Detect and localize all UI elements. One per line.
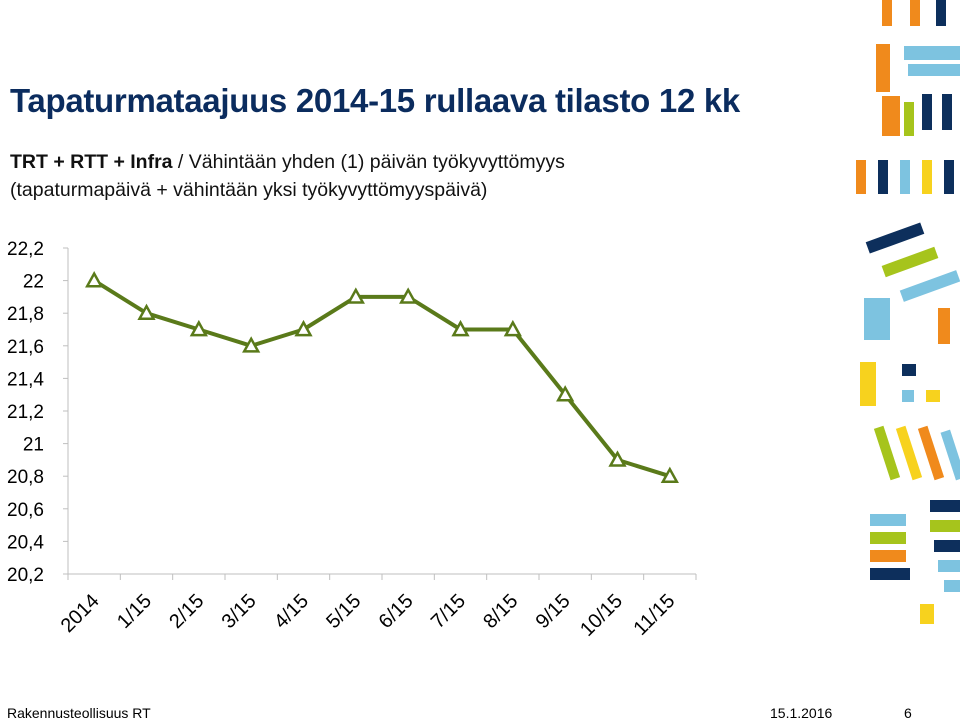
y-tick-label: 20,4 — [7, 532, 44, 553]
subtitle-definition: / Vähintään yhden (1) päivän työkyvyttöm… — [172, 151, 565, 173]
decor-shape — [870, 514, 906, 526]
decor-shape — [876, 44, 890, 92]
decor-shape — [882, 0, 892, 26]
decor-shape — [870, 532, 906, 544]
data-point-marker — [660, 466, 679, 484]
decor-shape — [895, 425, 923, 481]
subtitle-line2: (tapaturmapäivä + vähintään yksi työkyvy… — [10, 179, 488, 201]
data-point-marker — [346, 287, 365, 304]
y-tick-label: 21 — [23, 435, 44, 456]
decor-shape — [878, 160, 888, 194]
decor-shape — [934, 540, 960, 552]
y-tick-label: 20,2 — [7, 565, 44, 586]
x-tick-label: 6/15 — [375, 590, 418, 633]
decor-shape — [860, 362, 876, 406]
data-point-marker — [556, 385, 575, 402]
decor-shape — [856, 160, 866, 194]
decor-shape — [922, 94, 932, 130]
data-point-marker — [137, 303, 156, 321]
decor-shape — [930, 520, 960, 532]
decor-shape — [920, 604, 934, 624]
decor-shape — [910, 0, 920, 26]
decor-shape — [917, 425, 945, 481]
page-number: 6 — [904, 705, 912, 721]
decor-shape — [899, 270, 960, 302]
x-tick-label: 2/15 — [165, 590, 208, 633]
decor-shape — [936, 0, 946, 26]
x-tick-label: 9/15 — [532, 590, 575, 633]
x-tick-label: 11/15 — [629, 590, 679, 640]
x-tick-label: 5/15 — [322, 590, 365, 633]
data-point-marker — [189, 319, 208, 337]
line-chart: 22,2 22 21,8 21,6 21,4 21,2 21 20,8 20,6 20,4 20,2… — [7, 239, 697, 641]
decor-shape — [908, 64, 960, 76]
decor-shape — [881, 246, 939, 278]
y-tick-label: 22,2 — [7, 239, 44, 260]
data-point-marker — [85, 271, 104, 288]
decor-shape — [865, 222, 925, 254]
y-tick-label: 22 — [23, 272, 44, 293]
y-tick-label: 21,6 — [7, 337, 44, 358]
data-point-marker — [242, 336, 261, 353]
decor-shape — [942, 94, 952, 130]
y-tick-label: 21,8 — [7, 304, 44, 325]
decor-shape — [870, 550, 906, 562]
decor-shape — [926, 390, 940, 402]
subtitle-scope: TRT + RTT + Infra — [10, 151, 173, 173]
x-tick-label: 4/15 — [270, 590, 313, 633]
decor-shape — [904, 102, 914, 136]
x-tick-label: 8/15 — [479, 590, 522, 633]
decor-shape — [900, 160, 910, 194]
footer-date: 15.1.2016 — [770, 705, 833, 721]
decor-shape — [938, 308, 950, 344]
x-tick-label: 2014 — [57, 590, 104, 637]
decor-shape — [922, 160, 932, 194]
decor-shape — [873, 425, 901, 481]
decor-shape — [944, 580, 960, 592]
footer-organization: Rakennusteollisuus RT — [7, 705, 151, 721]
slide-subtitle: TRT + RTT + Infra / Vähintään yhden (1) … — [10, 148, 565, 204]
x-tick-label: 1/15 — [113, 590, 156, 633]
data-point-marker — [503, 319, 522, 337]
decor-shape — [902, 390, 914, 402]
series-line — [93, 278, 671, 479]
decor-shape — [944, 160, 954, 194]
y-tick-label: 21,4 — [7, 369, 44, 390]
decor-shape — [904, 46, 960, 60]
x-tick-label: 3/15 — [218, 590, 261, 633]
data-point-marker — [608, 450, 627, 467]
y-tick-label: 20,6 — [7, 500, 44, 521]
y-tick-label: 21,2 — [7, 402, 44, 423]
decor-shape — [902, 364, 916, 376]
slide-title: Tapaturmataajuus 2014-15 rullaava tilast… — [10, 82, 740, 119]
decor-shape — [938, 560, 960, 572]
data-point-marker — [294, 319, 313, 337]
decor-shape — [882, 96, 900, 136]
decor-shape — [870, 568, 910, 580]
decor-shape — [930, 500, 960, 512]
x-tick-label: 10/15 — [576, 590, 627, 641]
data-point-marker — [399, 287, 418, 304]
x-tick-label: 7/15 — [427, 590, 470, 633]
decor-shape — [940, 429, 960, 481]
data-point-marker — [451, 319, 470, 337]
decorative-logo-pattern — [856, 0, 960, 624]
decor-shape — [864, 298, 890, 340]
y-tick-label: 20,8 — [7, 467, 44, 488]
